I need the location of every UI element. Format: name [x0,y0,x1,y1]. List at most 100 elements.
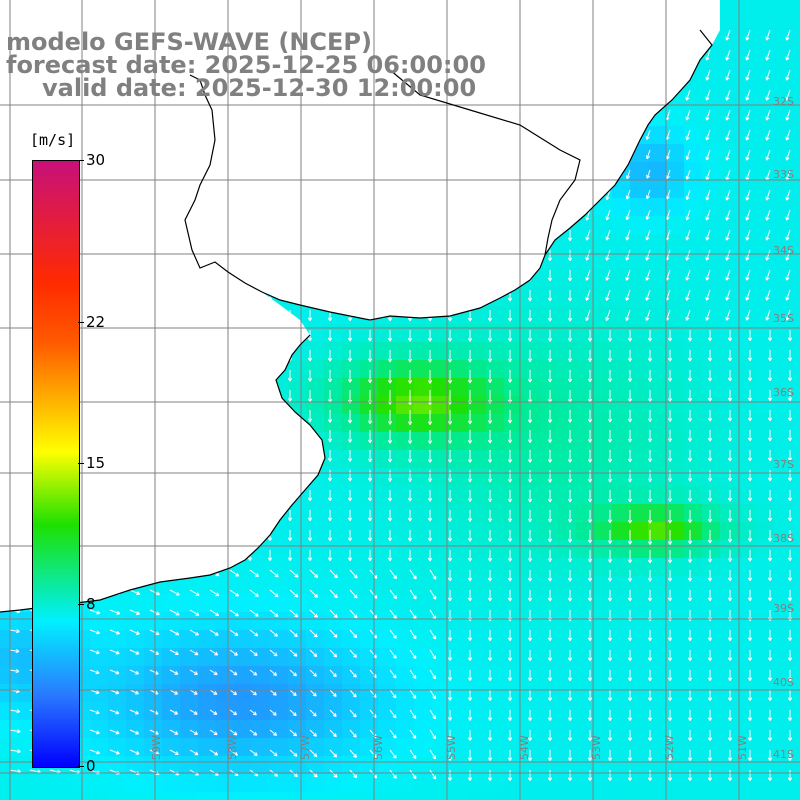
wind-arrow [627,750,633,762]
wind-cell [468,432,487,451]
lat-label: 33S [773,168,794,181]
wind-cell [270,756,289,775]
wind-arrow [269,569,279,578]
wind-arrow [667,710,673,722]
wind-arrow [685,269,691,281]
wind-cell [648,144,667,163]
wind-cell [630,720,649,739]
wind-cell [702,180,721,199]
wind-arrow [329,749,338,758]
wind-cell [288,720,307,739]
wind-arrow [427,510,433,522]
wind-cell [306,630,325,649]
wind-arrow [169,589,180,596]
wind-cell [90,792,109,800]
wind-arrow [309,689,317,697]
wind-arrow [645,249,651,261]
wind-arrow [487,590,493,602]
wind-cell [702,540,721,559]
wind-cell [486,738,505,757]
wind-arrow [229,589,240,597]
wind-cell [774,630,793,649]
wind-arrow [787,750,793,762]
wind-arrow [705,229,711,241]
wind-arrow [767,730,773,742]
wind-cell [792,72,800,91]
wind-arrow [607,390,613,403]
colorbar-tick-label: 30 [86,151,106,169]
wind-cell [234,594,253,613]
wind-arrow [309,609,318,618]
wind-cell [144,648,163,667]
wind-arrow [785,69,791,81]
wind-arrow [387,330,393,342]
wind-cell [468,720,487,739]
wind-cell [288,666,307,685]
wind-cell [216,792,235,800]
wind-cell [162,684,181,703]
wind-cell [558,702,577,721]
wind-cell [684,342,703,361]
wind-arrow [327,550,333,562]
wind-arrow [189,709,198,715]
wind-arrow [507,450,513,463]
wind-cell [396,630,415,649]
wind-cell [738,234,757,253]
wind-cell [756,324,775,343]
wind-cell [504,792,523,800]
wind-arrow [687,590,693,602]
wind-arrow [547,310,553,322]
wind-cell [306,324,325,343]
wind-arrow [149,649,160,655]
wind-arrow [229,709,238,716]
wind-cell [396,576,415,595]
wind-arrow [687,770,693,782]
wind-cell [684,324,703,343]
wind-arrow [667,730,673,742]
wind-cell [738,198,757,217]
land-area [0,0,720,320]
wind-cell [648,162,667,181]
wind-cell [180,702,199,721]
wind-cell [468,504,487,523]
wind-cell [612,702,631,721]
wind-arrow [487,430,493,444]
wind-arrow [667,490,673,503]
wind-arrow [765,149,771,161]
wind-arrow [785,149,791,161]
wind-cell [756,144,775,163]
wind-arrow [745,249,751,261]
wind-arrow [189,749,199,756]
wind-cell [270,684,289,703]
wind-cell [504,612,523,631]
wind-arrow [685,129,691,141]
wind-arrow [349,749,358,758]
wind-cell [450,450,469,469]
wind-cell [720,432,739,451]
wind-cell [666,648,685,667]
wind-cell [720,594,739,613]
wind-cell [522,324,541,343]
wind-arrow [389,669,397,679]
wind-cell [612,594,631,613]
wind-arrow [725,49,731,61]
wind-arrow [687,410,693,422]
wind-cell [684,180,703,199]
wind-cell [558,378,577,397]
wind-arrow [727,510,733,522]
wind-cell [306,522,325,541]
wind-arrow [707,490,713,502]
wind-arrow [507,690,513,701]
wind-arrow [785,229,791,241]
wind-arrow [349,729,357,738]
wind-arrow [507,370,513,383]
wind-cell [594,720,613,739]
wind-cell [558,360,577,379]
wind-cell [648,486,667,505]
wind-cell [774,540,793,559]
wind-arrow [627,730,633,742]
wind-arrow [747,710,753,722]
wind-arrow [627,530,633,545]
wind-arrow [527,770,533,782]
wind-arrow [327,370,333,383]
